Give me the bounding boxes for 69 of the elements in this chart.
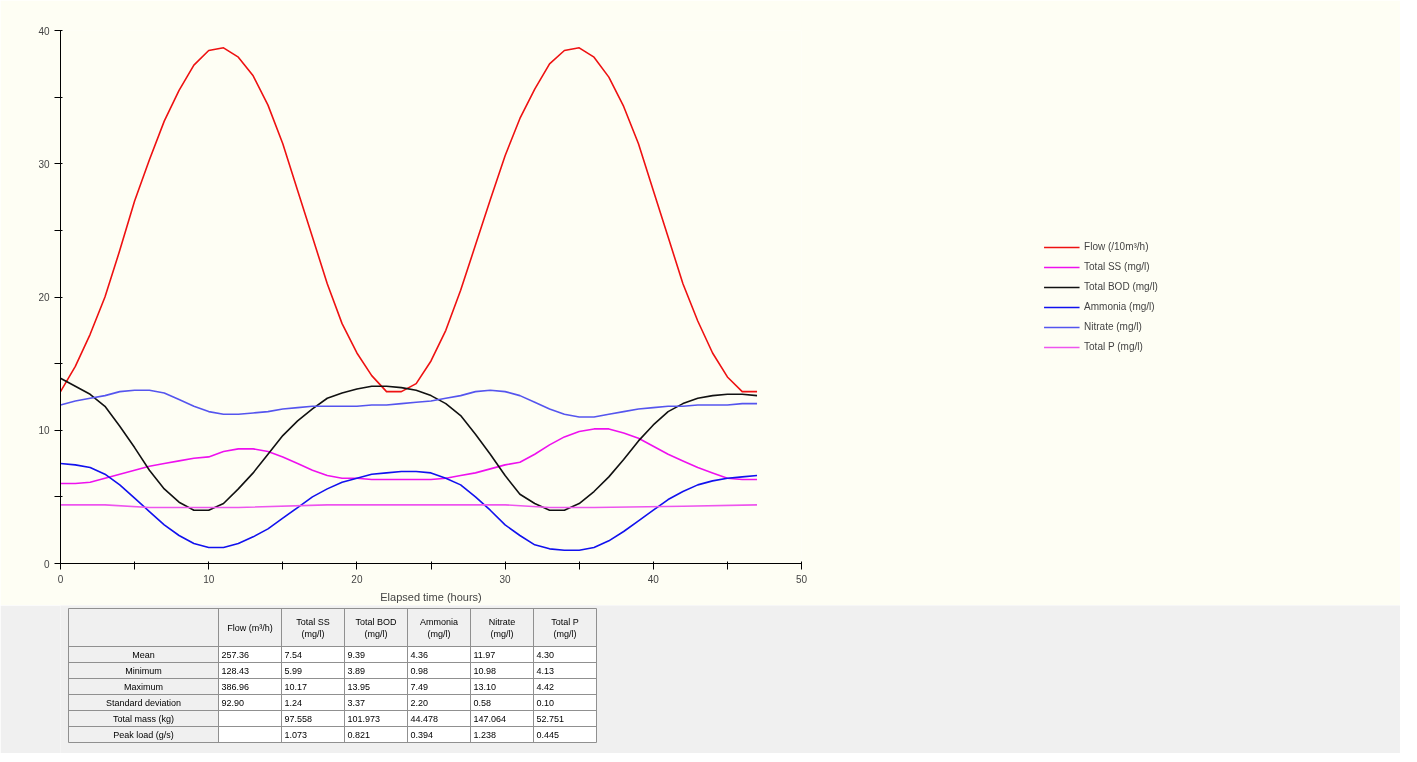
line-series bbox=[60, 47, 758, 393]
category-label: Total SS (mg/l) bbox=[296, 616, 330, 639]
text: 3.89 bbox=[347, 665, 366, 676]
legend-label: Total P (mg/l) bbox=[1084, 340, 1143, 353]
text: 44.478 bbox=[410, 713, 439, 724]
category-label: Ammonia (mg/l) bbox=[419, 616, 459, 639]
text: 3.37 bbox=[347, 697, 366, 708]
y-tick-label: 10 bbox=[38, 425, 50, 437]
text: 1.24 bbox=[284, 697, 303, 708]
text: 4.36 bbox=[410, 649, 429, 660]
text: 0.10 bbox=[536, 697, 555, 708]
text: 92.90 bbox=[221, 697, 245, 708]
text: 1.238 bbox=[473, 729, 497, 740]
text: 101.973 bbox=[347, 713, 381, 724]
category-label: Peak load (g/s) bbox=[113, 729, 174, 740]
legend-label: Nitrate (mg/l) bbox=[1084, 320, 1142, 333]
text: 11.97 bbox=[473, 649, 496, 660]
text: 52.751 bbox=[536, 713, 565, 724]
text: 0.98 bbox=[410, 665, 429, 676]
legend-label: Flow (/10m³/h) bbox=[1084, 240, 1149, 253]
text: 128.43 bbox=[221, 665, 250, 676]
category-label: Total P (mg/l) bbox=[551, 616, 579, 639]
text: 0.821 bbox=[347, 729, 371, 740]
y-tick-label: 20 bbox=[38, 292, 50, 303]
text: 4.13 bbox=[536, 665, 555, 676]
category-label: Minimum bbox=[125, 665, 162, 676]
category-label: Total BOD (mg/l) bbox=[355, 616, 398, 639]
text: 9.39 bbox=[347, 649, 366, 660]
x-tick-label: 30 bbox=[499, 573, 512, 585]
legend-label: Ammonia (mg/l) bbox=[1084, 300, 1155, 313]
category-label: Mean bbox=[132, 649, 155, 660]
line-series bbox=[60, 389, 758, 418]
text: 1.073 bbox=[284, 729, 308, 740]
line-series bbox=[60, 462, 758, 551]
text: 0.394 bbox=[410, 729, 434, 740]
line-series bbox=[60, 377, 758, 511]
category-label: Maximum bbox=[124, 681, 164, 692]
text: 2.20 bbox=[410, 697, 429, 708]
line-series bbox=[60, 428, 758, 485]
text: 13.10 bbox=[473, 681, 497, 692]
text: 0.58 bbox=[473, 697, 492, 708]
legend-label: Total SS (mg/l) bbox=[1084, 260, 1150, 273]
text: 0.445 bbox=[536, 729, 560, 740]
text: 13.95 bbox=[347, 681, 371, 692]
y-tick-label: 30 bbox=[38, 158, 50, 170]
text: 10.98 bbox=[473, 665, 497, 676]
category-label: Total mass (kg) bbox=[112, 713, 175, 724]
x-axis-title: Elapsed time (hours) bbox=[380, 590, 482, 603]
text: 5.99 bbox=[284, 665, 303, 676]
category-label: Flow (m³/h) bbox=[227, 622, 273, 633]
text: 7.49 bbox=[410, 681, 429, 692]
text: 97.558 bbox=[284, 713, 313, 724]
text: 147.064 bbox=[473, 713, 507, 724]
x-tick-label: 0 bbox=[57, 573, 64, 585]
text: 386.96 bbox=[221, 681, 250, 692]
category-label: Nitrate (mg/l) bbox=[488, 616, 516, 639]
text: 4.30 bbox=[536, 649, 555, 660]
text: 4.42 bbox=[536, 681, 555, 692]
x-tick-label: 40 bbox=[647, 573, 660, 585]
text: 10.17 bbox=[284, 681, 308, 692]
y-tick-label: 40 bbox=[38, 25, 50, 37]
text: 257.36 bbox=[221, 649, 250, 660]
category-label: Standard deviation bbox=[105, 697, 182, 708]
legend-label: Total BOD (mg/l) bbox=[1084, 280, 1158, 293]
text: 7.54 bbox=[284, 649, 303, 660]
x-tick-label: 10 bbox=[203, 573, 215, 585]
x-tick-label: 20 bbox=[351, 573, 363, 585]
x-tick-label: 50 bbox=[795, 573, 808, 585]
y-tick-label: 0 bbox=[43, 558, 50, 570]
